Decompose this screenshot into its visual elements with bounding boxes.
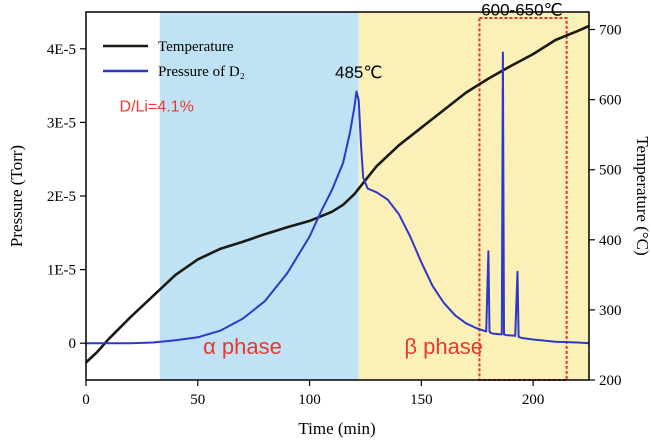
y-left-axis-label: Pressure (Torr) [7, 145, 26, 247]
y-right-tick-label: 300 [599, 303, 622, 319]
y-left-tick-label: 3E-5 [47, 115, 76, 131]
annotation-600-650c: 600-650℃ [481, 1, 562, 20]
y-left-tick-label: 0 [69, 336, 77, 352]
annotation-485c: 485℃ [335, 63, 382, 82]
y-right-tick-label: 200 [599, 373, 622, 389]
y-right-axis-label: Temperature (°C) [633, 136, 651, 255]
y-right-axis-ticks: 200 300 400 500 600 700 [589, 23, 622, 389]
x-tick-label: 200 [522, 392, 545, 408]
pressure-line [86, 51, 590, 345]
x-tick-label: 150 [410, 392, 433, 408]
series-group [85, 24, 590, 364]
y-right-tick-label: 600 [599, 93, 622, 109]
beta-phase-label: β phase [404, 334, 483, 359]
y-right-tick-label: 700 [599, 23, 622, 39]
phase-regions [159, 12, 589, 380]
y-left-tick-label: 4E-5 [47, 42, 76, 58]
x-tick-label: 0 [82, 392, 90, 408]
legend-pressure-label: Pressure of D₂ [158, 64, 245, 80]
y-left-axis-ticks: 0 1E-5 2E-5 3E-5 4E-5 [47, 42, 86, 352]
legend: Temperature Pressure of D₂ [103, 39, 245, 80]
annotation-d-li-ratio: D/Li=4.1% [120, 98, 194, 115]
x-tick-label: 50 [190, 392, 205, 408]
y-left-tick-label: 2E-5 [47, 189, 76, 205]
alpha-phase-region [159, 12, 359, 380]
y-left-tick-label: 1E-5 [47, 263, 76, 279]
y-right-tick-label: 400 [599, 233, 622, 249]
alpha-phase-label: α phase [203, 334, 282, 359]
x-axis-ticks: 0 50 100 150 200 [82, 380, 544, 408]
x-axis-label: Time (min) [298, 419, 375, 438]
x-tick-label: 100 [298, 392, 321, 408]
y-right-tick-label: 500 [599, 163, 622, 179]
beta-phase-region [358, 12, 589, 380]
legend-temperature-label: Temperature [158, 39, 234, 55]
